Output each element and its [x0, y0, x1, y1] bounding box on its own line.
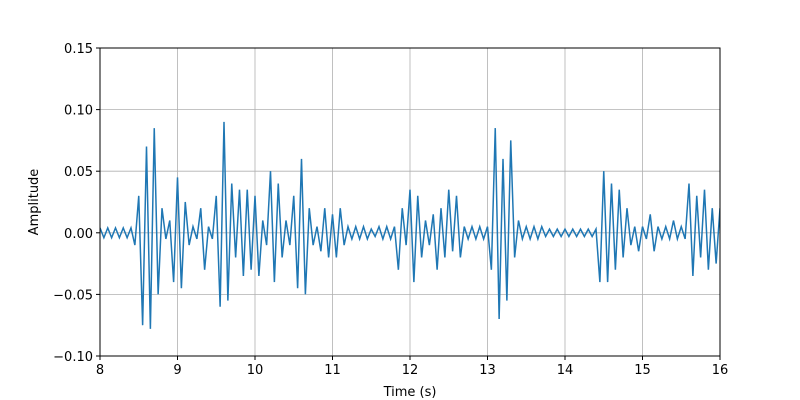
- y-tick-label: 0.00: [64, 227, 93, 242]
- x-tick-label: 8: [96, 363, 104, 378]
- waveform-line: [100, 121, 720, 329]
- x-tick-label: 16: [712, 363, 729, 378]
- y-tick-label: 0.05: [64, 165, 93, 180]
- plot-area: [100, 121, 720, 329]
- x-tick-label: 15: [634, 363, 651, 378]
- x-tick-label: 11: [324, 363, 341, 378]
- y-axis-label: Amplitude: [27, 169, 42, 236]
- x-tick-label: 12: [402, 363, 419, 378]
- x-tick-label: 13: [479, 363, 496, 378]
- x-tick-label: 9: [173, 363, 181, 378]
- x-axis-label: Time (s): [383, 385, 437, 400]
- x-tick-label: 14: [557, 363, 574, 378]
- y-tick-label: −0.10: [53, 350, 93, 365]
- ticks: 8 9 10 11 12 13 14 15 16 −0.10 −0.05 0.00 0.05 0.10 0.…: [53, 42, 728, 378]
- y-tick-label: −0.05: [53, 288, 93, 303]
- y-tick-label: 0.15: [64, 42, 93, 57]
- y-tick-label: 0.10: [64, 104, 93, 119]
- x-tick-label: 10: [247, 363, 264, 378]
